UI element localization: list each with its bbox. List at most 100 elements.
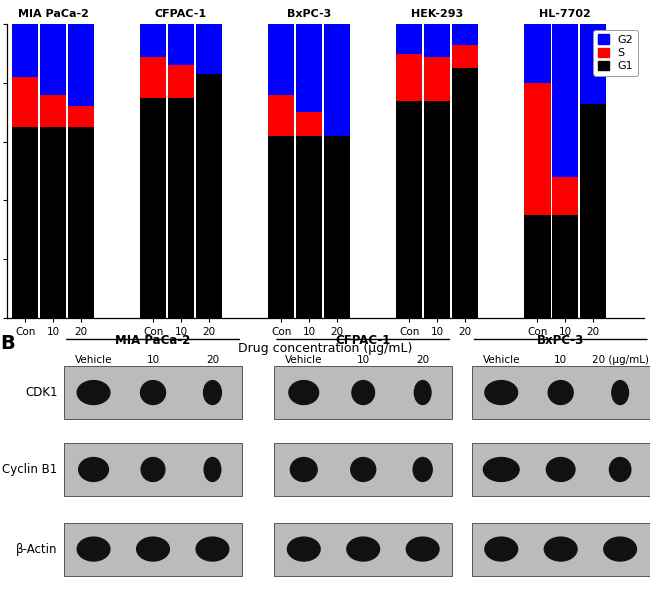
Bar xyxy=(40,127,66,317)
Bar xyxy=(64,443,242,496)
Text: CDK1: CDK1 xyxy=(25,386,57,399)
Ellipse shape xyxy=(612,381,629,404)
Bar xyxy=(471,443,650,496)
Ellipse shape xyxy=(77,537,110,561)
Bar xyxy=(525,24,551,83)
Bar xyxy=(424,57,450,100)
Bar xyxy=(396,54,422,100)
Text: 10: 10 xyxy=(554,356,567,365)
Bar xyxy=(396,100,422,317)
Ellipse shape xyxy=(79,457,109,482)
Bar xyxy=(268,24,294,95)
Text: MIA PaCa-2: MIA PaCa-2 xyxy=(18,9,88,19)
Bar xyxy=(324,136,350,317)
Ellipse shape xyxy=(196,537,229,561)
Bar xyxy=(268,95,294,136)
Bar xyxy=(580,104,606,317)
Text: 20: 20 xyxy=(206,356,219,365)
Ellipse shape xyxy=(547,457,575,482)
Bar xyxy=(168,24,194,65)
Bar xyxy=(274,443,452,496)
Ellipse shape xyxy=(485,381,517,404)
Bar xyxy=(12,127,38,317)
X-axis label: Drug concentration (μg/mL): Drug concentration (μg/mL) xyxy=(238,342,412,355)
Bar xyxy=(471,523,650,576)
Bar xyxy=(196,24,222,74)
Text: Cyclin B1: Cyclin B1 xyxy=(2,463,57,476)
Bar xyxy=(452,68,478,317)
Ellipse shape xyxy=(484,457,519,482)
Ellipse shape xyxy=(414,381,431,404)
Ellipse shape xyxy=(287,537,320,561)
Bar xyxy=(64,523,242,576)
Bar xyxy=(296,24,322,112)
Bar xyxy=(12,77,38,127)
Bar xyxy=(525,83,551,215)
Ellipse shape xyxy=(141,457,165,482)
Bar xyxy=(68,24,94,107)
Ellipse shape xyxy=(610,457,631,482)
Bar xyxy=(552,215,578,317)
Bar xyxy=(196,74,222,317)
Text: 10: 10 xyxy=(146,356,159,365)
Bar xyxy=(140,57,166,97)
Bar xyxy=(424,100,450,317)
Bar xyxy=(296,112,322,136)
Ellipse shape xyxy=(203,381,222,404)
Text: CFPAC-1: CFPAC-1 xyxy=(155,9,207,19)
Bar xyxy=(552,24,578,177)
Ellipse shape xyxy=(289,381,318,404)
Ellipse shape xyxy=(406,537,439,561)
Bar xyxy=(396,24,422,54)
Bar xyxy=(168,65,194,97)
Text: MIA PaCa-2: MIA PaCa-2 xyxy=(115,334,190,347)
Bar xyxy=(12,24,38,77)
Text: 20: 20 xyxy=(416,356,429,365)
Bar xyxy=(552,177,578,215)
Ellipse shape xyxy=(77,381,110,404)
Bar xyxy=(40,95,66,127)
Bar xyxy=(471,366,650,419)
Bar xyxy=(274,523,452,576)
Text: CFPAC-1: CFPAC-1 xyxy=(335,334,391,347)
Bar xyxy=(324,24,350,136)
Ellipse shape xyxy=(548,381,573,404)
Bar xyxy=(296,136,322,317)
Ellipse shape xyxy=(485,537,517,561)
Text: HEK-293: HEK-293 xyxy=(411,9,463,19)
Text: β-Actin: β-Actin xyxy=(16,543,57,555)
Text: Vehicle: Vehicle xyxy=(285,356,322,365)
Legend: G2, S, G1: G2, S, G1 xyxy=(593,30,638,76)
Bar xyxy=(452,24,478,45)
Text: BxPC-3: BxPC-3 xyxy=(287,9,332,19)
Bar xyxy=(168,97,194,317)
Text: HL-7702: HL-7702 xyxy=(540,9,591,19)
Ellipse shape xyxy=(136,537,170,561)
Ellipse shape xyxy=(351,457,376,482)
Text: Vehicle: Vehicle xyxy=(75,356,112,365)
Text: BxPC-3: BxPC-3 xyxy=(537,334,584,347)
Bar xyxy=(68,127,94,317)
Bar xyxy=(140,97,166,317)
Ellipse shape xyxy=(352,381,374,404)
Bar xyxy=(268,136,294,317)
Bar xyxy=(64,366,242,419)
Ellipse shape xyxy=(140,381,166,404)
Bar xyxy=(452,45,478,68)
Bar xyxy=(525,215,551,317)
Bar xyxy=(424,24,450,57)
Text: 10: 10 xyxy=(357,356,370,365)
Text: 20 (μg/mL): 20 (μg/mL) xyxy=(592,356,649,365)
Bar xyxy=(40,24,66,95)
Ellipse shape xyxy=(413,457,432,482)
Ellipse shape xyxy=(204,457,221,482)
Ellipse shape xyxy=(604,537,636,561)
Bar xyxy=(140,24,166,57)
Bar xyxy=(580,24,606,104)
Bar xyxy=(274,366,452,419)
Text: Vehicle: Vehicle xyxy=(482,356,520,365)
Bar xyxy=(68,107,94,127)
Ellipse shape xyxy=(291,457,317,482)
Text: B: B xyxy=(0,334,15,353)
Ellipse shape xyxy=(347,537,380,561)
